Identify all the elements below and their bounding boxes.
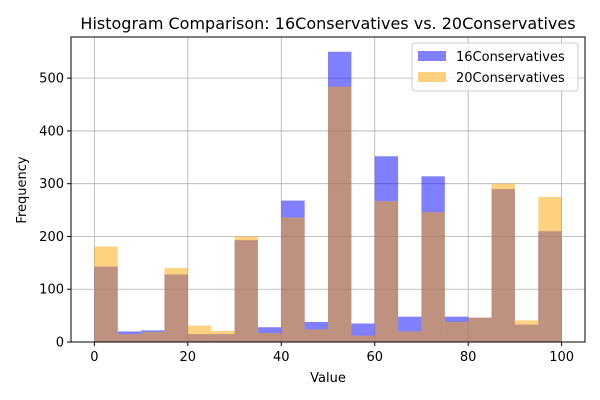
x-axis-label: Value [310,371,346,386]
legend-label: 16Conservatives [456,50,565,65]
bar-series-b-bin-16 [468,317,492,342]
legend-label: 20Conservatives [456,71,565,86]
legend-swatch [418,51,446,61]
bar-series-b-bin-4 [187,325,212,342]
y-tick-label: 200 [39,230,64,245]
y-tick-label: 300 [39,177,64,192]
x-tick-label: 100 [549,350,574,365]
legend: 16Conservatives 20Conservatives [411,42,579,92]
x-tick-label: 0 [90,350,98,365]
bar-series-b-bin-18 [514,320,539,342]
y-tick-label: 400 [39,124,64,139]
x-tick-label: 20 [180,350,197,365]
bar-series-b-bin-3 [164,268,188,342]
histogram-bars [94,51,562,342]
legend-box [411,42,579,92]
bar-series-b-bin-17 [491,183,515,342]
bar-series-b-bin-7 [257,333,282,342]
bar-series-b-bin-10 [328,86,352,342]
bar-series-b-bin-8 [281,217,305,342]
bar-series-b-bin-6 [234,236,258,342]
bar-series-b-bin-0 [94,246,118,342]
x-tick-label: 40 [273,350,290,365]
bar-series-b-bin-12 [374,201,399,342]
bar-series-b-bin-14 [421,212,445,342]
y-tick-label: 100 [39,283,64,298]
y-tick-label: 500 [39,72,64,87]
axes-frame [70,36,586,343]
bar-series-b-bin-2 [141,331,165,342]
bar-series-b-bin-15 [444,321,469,342]
x-tick-label: 80 [460,350,477,365]
bar-series-b-bin-19 [538,196,562,342]
y-axis-label: Frequency [15,156,30,223]
bar-series-b-bin-5 [211,330,235,342]
bar-series-b-bin-1 [117,334,142,342]
y-tick-label: 0 [56,336,64,351]
legend-swatch [418,72,446,82]
chart-title: Histogram Comparison: 16Conservatives vs… [80,14,575,33]
x-tick-label: 60 [366,350,383,365]
bar-series-b-bin-13 [398,331,422,342]
bar-series-b-bin-9 [304,329,328,342]
bar-series-b-bin-11 [351,335,375,342]
axes: 0 20 40 60 80 100 0 100 200 300 400 500 [39,36,586,365]
